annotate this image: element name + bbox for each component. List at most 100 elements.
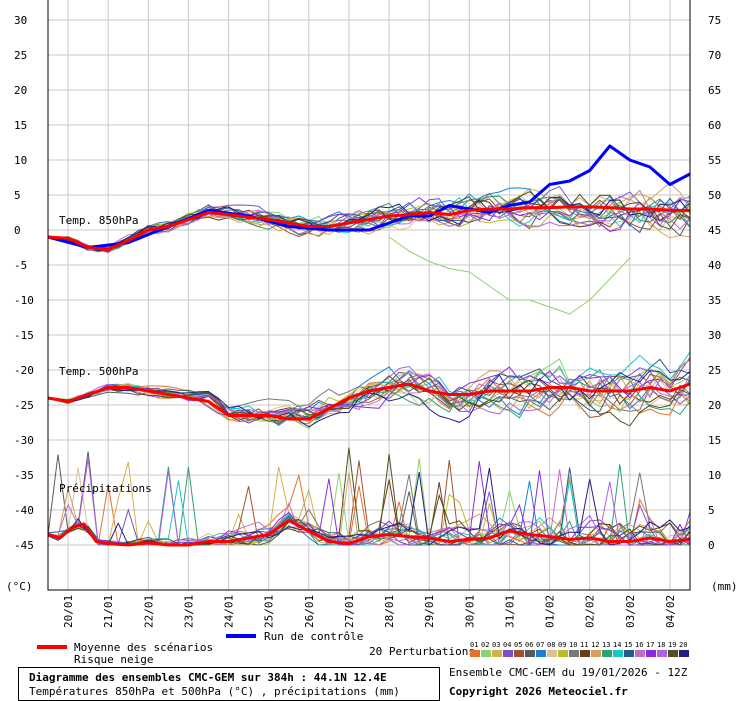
t500-mean-line: [47, 382, 691, 421]
x-tick-label: 24/01: [223, 595, 236, 628]
y-axis-left-unit: (°C): [6, 580, 33, 593]
perturbation-id-label: 06: [525, 641, 534, 649]
x-tick-label: 21/01: [102, 595, 115, 628]
y-axis-left: 30 25 20 15 10 5 0 -5 -10 -15 -20 -25 -30 -35 -40 -45: [14, 14, 34, 552]
perturbation-color-swatch: [569, 650, 579, 657]
perturbation-series-line: [47, 447, 691, 546]
legend-control-label: Run de contrôle: [264, 630, 364, 643]
panel-label-t850: Temp. 850hPa: [59, 214, 139, 227]
y-left-tick-label: -20: [14, 364, 34, 377]
perturbation-color-swatch: [470, 650, 480, 657]
x-tick-label: 25/01: [263, 595, 276, 628]
perturbation-color-swatch: [547, 650, 557, 657]
y-left-tick-label: -15: [14, 329, 34, 342]
perturbation-color-swatch: [580, 650, 590, 657]
x-tick-label: 22/01: [142, 595, 155, 628]
perturbation-color-swatch: [679, 650, 689, 657]
perturbation-id-label: 13: [602, 641, 611, 649]
y-right-tick-label: 30: [708, 329, 721, 342]
perturbation-color-swatch: [503, 650, 513, 657]
y-left-tick-label: -30: [14, 434, 34, 447]
y-right-tick-label: 15: [708, 434, 721, 447]
panel-label-t500: Temp. 500hPa: [59, 365, 139, 378]
x-tick-label: 28/01: [383, 595, 396, 628]
perturbation-id-label: 01: [470, 641, 479, 649]
y-left-tick-label: -35: [14, 469, 34, 482]
main-lines: [47, 144, 691, 547]
footer-copyright: Copyright 2026 Meteociel.fr: [449, 685, 628, 698]
perturbation-color-swatch: [613, 650, 623, 657]
perturbation-color-swatch: [668, 650, 678, 657]
perturbation-id-label: 03: [492, 641, 501, 649]
y-axis-right-unit: (mm): [711, 580, 738, 593]
perturbation-id-label: 08: [547, 641, 556, 649]
perturbation-id-label: 10: [569, 641, 578, 649]
x-tick-label: 29/01: [423, 595, 436, 628]
y-right-tick-label: 0: [708, 539, 715, 552]
y-right-tick-label: 65: [708, 84, 721, 97]
y-right-tick-label: 60: [708, 119, 721, 132]
footer-ensemble-label: Ensemble CMC-GEM du 19/01/2026 - 12Z: [449, 666, 688, 679]
perturbation-series-line: [47, 376, 691, 425]
y-right-tick-label: 20: [708, 399, 721, 412]
t850-control-line: [47, 144, 691, 249]
footer-subtitle: Températures 850hPa et 500hPa (°C) , pré…: [29, 685, 400, 698]
y-left-tick-label: -25: [14, 399, 34, 412]
x-tick-label: 20/01: [62, 595, 75, 628]
perturbation-color-swatch: [536, 650, 546, 657]
legend-mean-label: Moyenne des scénarios: [74, 641, 214, 654]
x-tick-label: 30/01: [463, 595, 476, 628]
x-tick-label: 03/02: [624, 595, 637, 628]
legend-perturbations-label: 20 Perturbations: [369, 645, 475, 658]
plot-frame: [47, 0, 691, 591]
perturbation-id-label: 05: [514, 641, 523, 649]
x-tick-label: 02/02: [584, 595, 597, 628]
perturbation-color-swatch: [525, 650, 535, 657]
y-right-tick-label: 70: [708, 49, 721, 62]
y-left-tick-label: 15: [14, 119, 27, 132]
perturbation-id-label: 15: [624, 641, 633, 649]
perturbation-id-label: 19: [668, 641, 677, 649]
perturbation-id-label: 16: [635, 641, 644, 649]
y-right-tick-label: 5: [708, 504, 715, 517]
perturbation-id-label: 02: [481, 641, 490, 649]
y-left-tick-label: 30: [14, 14, 27, 27]
perturbation-color-swatch: [635, 650, 645, 657]
perturbation-color-swatch: [624, 650, 634, 657]
y-right-tick-label: 10: [708, 469, 721, 482]
x-tick-label: 23/01: [182, 595, 195, 628]
y-left-tick-label: -40: [14, 504, 34, 517]
legend-control-swatch: [226, 634, 256, 638]
perturbation-color-swatch: [602, 650, 612, 657]
perturbation-series-line: [47, 202, 691, 251]
perturbation-id-label: 11: [580, 641, 589, 649]
perturbation-id-label: 07: [536, 641, 545, 649]
perturbation-series-line: [47, 375, 691, 427]
x-tick-label: 31/01: [503, 595, 516, 628]
perturbation-id-label: 18: [657, 641, 666, 649]
y-right-tick-label: 40: [708, 259, 721, 272]
perturbation-series-line: [47, 182, 691, 250]
perturbation-color-swatch: [514, 650, 524, 657]
footer-title-box: Diagramme des ensembles CMC-GEM sur 384h…: [18, 667, 440, 701]
perturbation-series-line: [47, 374, 691, 421]
y-right-tick-label: 50: [708, 189, 721, 202]
x-tick-label: 04/02: [664, 595, 677, 628]
perturbation-color-swatch: [657, 650, 667, 657]
x-tick-label: 26/01: [303, 595, 316, 628]
perturbation-id-label: 20: [679, 641, 688, 649]
y-left-tick-label: 5: [14, 189, 21, 202]
legend-mean-swatch: [37, 645, 67, 649]
t850-outlier-line: [388, 236, 631, 315]
y-right-tick-label: 35: [708, 294, 721, 307]
y-left-tick-label: 10: [14, 154, 27, 167]
perturbation-color-swatch: [558, 650, 568, 657]
perturbation-id-label: 14: [613, 641, 622, 649]
y-left-tick-label: -5: [14, 259, 27, 272]
y-left-tick-label: 20: [14, 84, 27, 97]
footer-title: Diagramme des ensembles CMC-GEM sur 384h…: [29, 671, 387, 684]
perturbation-color-swatch: [492, 650, 502, 657]
panel-label-precip: Précipitations: [59, 482, 152, 495]
